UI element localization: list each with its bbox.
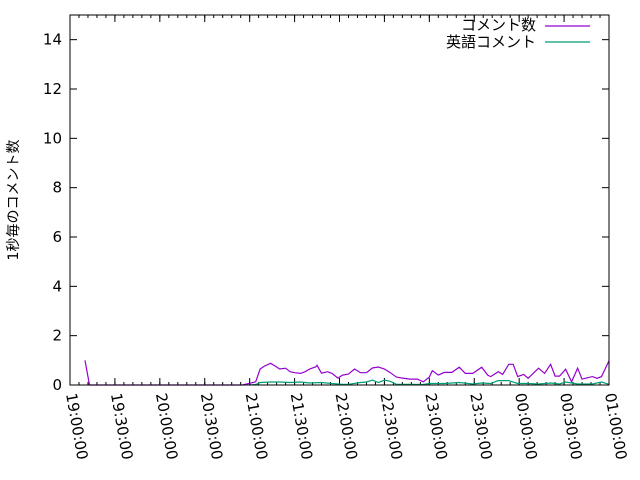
y-tick-label: 12 xyxy=(43,80,62,98)
x-tick-label: 01:00:00 xyxy=(601,392,630,461)
y-tick-label: 0 xyxy=(52,376,62,394)
y-tick-label: 4 xyxy=(52,277,62,295)
axis-ticks: 0 2 4 6 8 10 12 14 19:00:00 19:30:00 20:00:00 20:30… xyxy=(43,15,630,461)
x-tick-label: 23:00:00 xyxy=(421,392,450,461)
x-tick-label: 23:30:00 xyxy=(466,392,495,461)
plot-frame xyxy=(69,14,610,386)
series-line-1 xyxy=(249,379,610,386)
legend-label-1: 英語コメント xyxy=(446,33,536,51)
y-axis-label: 1秒毎のコメント数 xyxy=(6,140,22,261)
x-tick-label: 19:00:00 xyxy=(62,392,91,461)
x-tick-label: 22:30:00 xyxy=(376,392,405,461)
legend-label-0: コメント数 xyxy=(461,16,536,34)
y-tick-label: 14 xyxy=(43,31,62,49)
x-tick-label: 00:30:00 xyxy=(556,392,585,461)
x-tick-label: 20:00:00 xyxy=(152,392,181,461)
y-tick-label: 10 xyxy=(43,129,62,147)
x-tick-label: 20:30:00 xyxy=(197,392,226,461)
x-tick-label: 21:00:00 xyxy=(242,392,271,461)
x-tick-label: 00:00:00 xyxy=(511,392,540,461)
y-tick-label: 2 xyxy=(52,327,62,345)
x-tick-label: 19:30:00 xyxy=(107,392,136,461)
x-tick-label: 21:30:00 xyxy=(287,392,316,461)
series-line-0 xyxy=(84,360,610,386)
legend: コメント数 英語コメント xyxy=(446,16,590,51)
y-tick-label: 8 xyxy=(52,179,62,197)
x-tick-label: 22:00:00 xyxy=(332,392,361,461)
y-tick-label: 6 xyxy=(52,228,62,246)
series-lines xyxy=(84,360,610,386)
